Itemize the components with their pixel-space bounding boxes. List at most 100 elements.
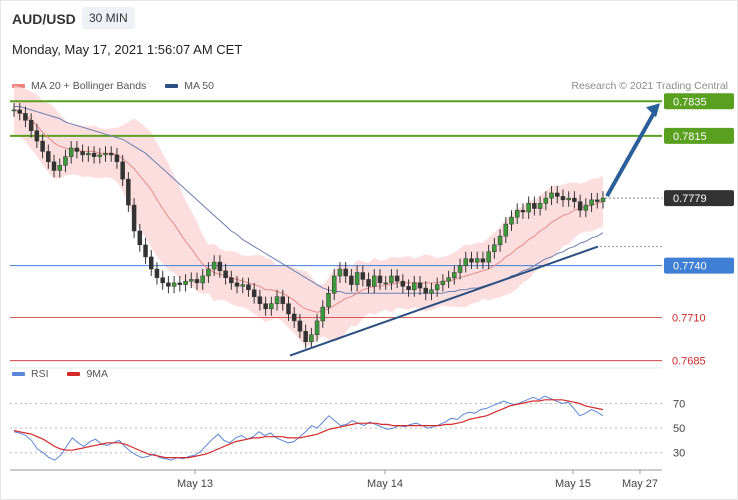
price-legend: MA 20 + Bollinger Bands MA 50	[12, 80, 230, 92]
candle-body	[11, 109, 17, 112]
chart-datetime: Monday, May 17, 2021 1:56:07 AM CET	[12, 42, 243, 57]
candle-body	[28, 120, 34, 131]
candle-body	[223, 270, 228, 278]
level-label-0: 0.7835	[673, 96, 707, 108]
candle-body	[537, 203, 543, 209]
candle-body	[86, 152, 91, 156]
candle-body	[509, 216, 514, 225]
candle-body	[394, 275, 400, 282]
candle-body	[583, 204, 589, 211]
candle-body	[240, 284, 245, 287]
candle-body	[343, 268, 348, 277]
x-tick-label-1: May 14	[367, 478, 403, 490]
candle-body	[486, 251, 491, 263]
candle-body	[114, 154, 120, 163]
candle-body	[246, 284, 251, 291]
candle-body	[331, 275, 337, 294]
legend-ma20[interactable]: MA 20 + Bollinger Bands	[12, 80, 146, 92]
candle-body	[57, 165, 62, 171]
candle-body	[120, 161, 125, 180]
candle-body	[497, 235, 503, 246]
candle-body	[555, 192, 560, 197]
level-label-1: 0.7815	[673, 131, 707, 143]
candle-body	[440, 280, 446, 285]
candle-body	[257, 296, 263, 304]
candle-body	[68, 147, 74, 157]
level-badge-3: 0.7740	[664, 257, 734, 274]
candle-body	[17, 109, 22, 114]
level-badge-bg-2	[664, 190, 734, 207]
candle-body	[417, 282, 423, 289]
candle-body	[286, 303, 291, 315]
level-badge-0: 0.7835	[664, 93, 734, 110]
copyright-text: Research © 2021 Trading Central	[571, 80, 728, 92]
candle-body	[366, 279, 371, 287]
symbol-label: AUD/USD	[12, 11, 76, 27]
candle-body	[46, 151, 51, 163]
rsi-tick-1: 50	[673, 423, 685, 435]
candle-body	[389, 275, 394, 284]
candle-body	[74, 147, 80, 152]
rsi-legend: RSI 9MA	[12, 368, 124, 380]
candle-body	[514, 209, 520, 218]
legend-rsi-label: RSI	[31, 368, 49, 380]
candle-body	[314, 320, 320, 336]
candle-body	[434, 284, 440, 291]
level-badge-2: 0.7779	[664, 190, 734, 207]
rsi-line	[13, 395, 604, 461]
candle-body	[572, 197, 577, 202]
candle-body	[446, 277, 451, 282]
candle-body	[183, 280, 188, 285]
candle-body	[503, 223, 509, 237]
candle-body	[469, 258, 474, 263]
candle-body	[326, 293, 331, 308]
candle-body	[137, 230, 143, 246]
candle-body	[291, 313, 297, 322]
candle-body	[234, 282, 240, 287]
projection-arrow-shaft	[605, 108, 658, 198]
support-trendline	[289, 245, 599, 357]
level-label-2: 0.7779	[673, 193, 707, 205]
candle-body	[177, 282, 183, 285]
interval-badge[interactable]: 30 MIN	[82, 7, 135, 29]
candle-body	[103, 152, 108, 156]
candle-body	[349, 275, 354, 285]
legend-9ma-label: 9MA	[86, 368, 109, 380]
candle-body	[309, 334, 314, 342]
legend-rsi[interactable]: RSI	[12, 368, 49, 380]
x-tick-label-2: May 15	[555, 478, 591, 490]
rsi-9ma-line	[13, 399, 604, 459]
candle-body	[412, 282, 417, 291]
candle-body	[406, 286, 411, 291]
candle-body	[303, 331, 308, 342]
candle-body	[34, 130, 40, 142]
candle-body	[543, 197, 549, 204]
legend-ma50-swatch	[165, 84, 179, 89]
candle-body	[206, 268, 211, 277]
candle-body	[63, 156, 68, 166]
candle-body	[189, 279, 194, 282]
candle-body	[429, 289, 434, 294]
candle-body	[549, 192, 554, 199]
candle-body	[131, 204, 137, 232]
candle-body	[108, 152, 114, 156]
candle-body	[560, 196, 566, 201]
rsi-tick-0: 30	[673, 448, 685, 460]
candle-body	[577, 201, 583, 211]
level-badge-bg-0	[664, 93, 734, 110]
candle-body	[566, 197, 571, 201]
candle-body	[143, 244, 148, 258]
candle-body	[194, 279, 200, 284]
candle-body	[354, 272, 360, 285]
candle-body	[320, 306, 326, 322]
candle-body	[337, 268, 343, 277]
candle-body	[360, 272, 366, 280]
candle-body	[274, 296, 280, 304]
legend-ma20-label: MA 20 + Bollinger Bands	[31, 80, 147, 92]
candle-body	[40, 140, 45, 152]
candle-body	[474, 258, 480, 263]
legend-ma50[interactable]: MA 50	[165, 80, 214, 92]
candle-body	[251, 289, 257, 297]
legend-9ma[interactable]: 9MA	[67, 368, 108, 380]
